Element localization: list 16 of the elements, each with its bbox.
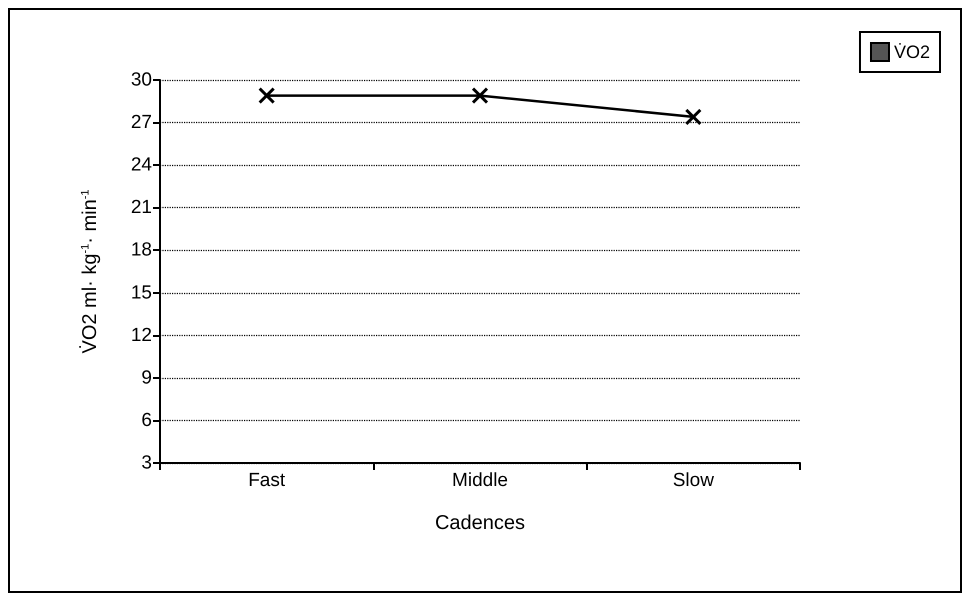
y-tick-label: 6 (141, 410, 152, 431)
y-tick-label: 9 (141, 367, 152, 388)
y-tick-label: 27 (130, 112, 152, 134)
y-tick-label: 3 (141, 452, 152, 474)
x-tick-label: Fast (248, 470, 286, 491)
y-tick-label: 24 (130, 154, 152, 176)
y-tick-label: 18 (130, 240, 152, 261)
x-tick-label: Slow (672, 470, 714, 491)
x-axis-title: Cadences (434, 512, 526, 534)
legend-label: V̇O2 (894, 42, 930, 62)
y-tick-label: 15 (130, 282, 152, 304)
x-tick-label: Middle (452, 470, 508, 491)
y-axis-title: V̇O2 ml· kg-1· min-1 (78, 189, 101, 354)
y-tick-label: 12 (130, 324, 152, 346)
y-tick-label: 30 (130, 70, 152, 90)
y-tick-label: 21 (130, 197, 152, 218)
